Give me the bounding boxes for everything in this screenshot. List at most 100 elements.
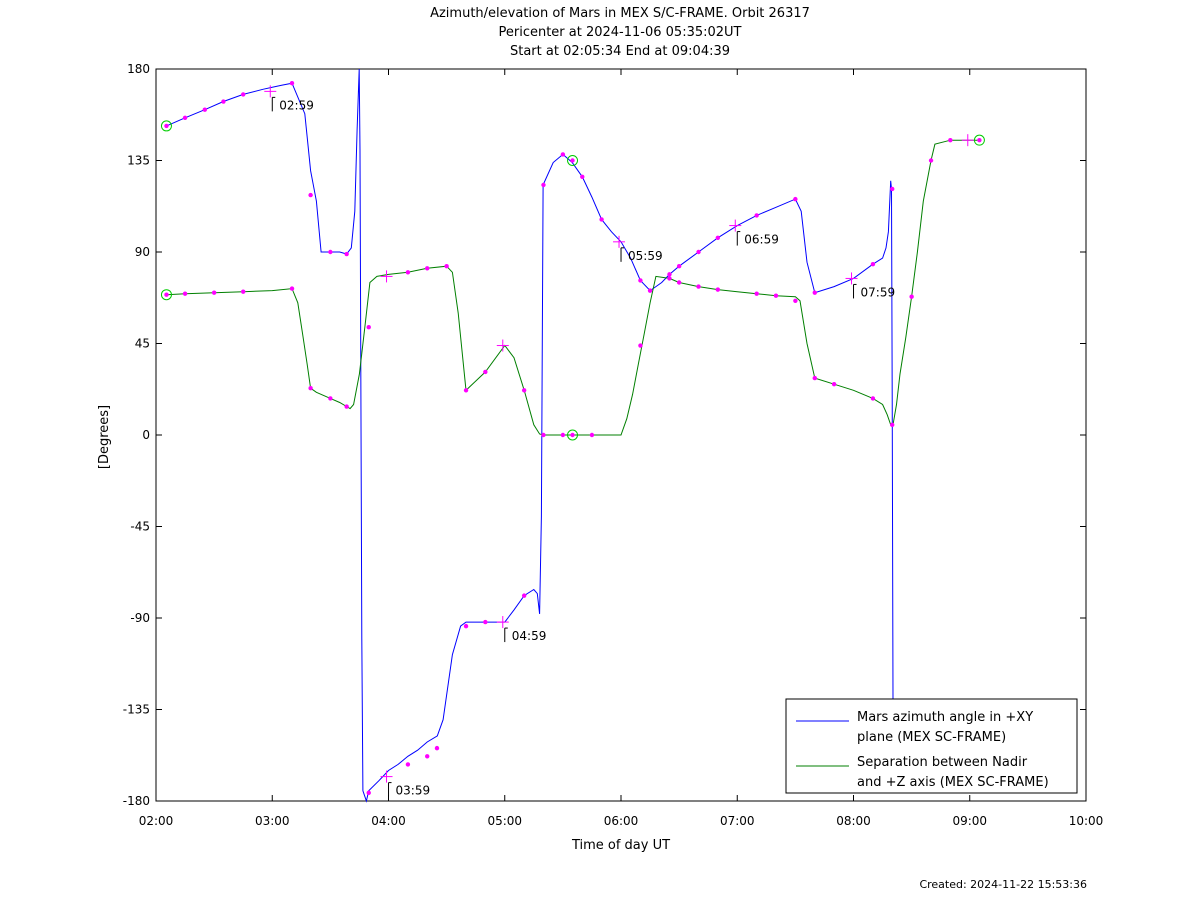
separation-marker-dot — [909, 294, 914, 299]
x-tick-label: 05:00 — [487, 814, 522, 828]
azimuth-marker-dot — [676, 264, 682, 269]
azimuth-marker-dot — [812, 290, 817, 295]
end-marker-circle — [973, 134, 985, 146]
y-tick-label: -45 — [130, 520, 150, 534]
end-marker-dot — [977, 137, 982, 143]
separation-marker-dot — [715, 287, 721, 292]
azimuth-marker-dot — [308, 192, 313, 198]
start-marker-circle — [160, 120, 172, 132]
separation-marker-dot — [366, 325, 371, 330]
azimuth-marker-dot — [344, 251, 349, 257]
separation-marker-dot — [589, 432, 595, 438]
separation-marker-dot — [560, 432, 566, 438]
azimuth-marker-dot — [580, 174, 585, 179]
separation-marker-dot — [676, 280, 682, 285]
y-tick-label: -90 — [130, 611, 150, 625]
hour-marker-label: 02:59 — [279, 98, 314, 112]
y-tick-label: -180 — [123, 794, 150, 808]
azimuth-marker-dot — [696, 249, 701, 255]
start-marker-circle — [160, 289, 172, 301]
x-tick-label: 08:00 — [836, 814, 871, 828]
x-tick-label: 06:00 — [604, 814, 639, 828]
azimuth-marker-dot — [870, 262, 876, 267]
legend: Mars azimuth angle in +XY plane (MEX SC-… — [785, 698, 1078, 794]
separation-marker-dot — [328, 396, 333, 401]
azimuth-marker-dot — [221, 99, 226, 104]
hour-marker-label: 06:59 — [744, 233, 779, 247]
y-tick-label: -135 — [123, 703, 150, 717]
y-axis-label: [Degrees] — [97, 405, 112, 469]
azimuth-marker-dot — [483, 619, 488, 625]
end-marker-circle — [567, 155, 579, 166]
y-tick-label: 135 — [127, 154, 150, 168]
start-marker-dot — [164, 292, 169, 297]
separation-marker-dot — [289, 286, 295, 291]
y-tick-label: 90 — [135, 245, 150, 259]
separation-marker-dot — [521, 388, 527, 393]
azimuth-marker-dot — [560, 152, 566, 157]
azimuth-marker-dot — [434, 745, 440, 751]
x-tick-label: 10:00 — [1069, 814, 1104, 828]
azimuth-marker-dot — [202, 107, 208, 112]
series-line-separation — [166, 139, 980, 436]
azimuth-marker-dot — [754, 213, 759, 218]
azimuth-marker-dot — [182, 115, 188, 121]
x-axis-label: Time of day UT — [571, 838, 670, 853]
separation-marker-dot — [405, 270, 411, 275]
separation-marker-dot — [890, 422, 895, 428]
chart-subtitle-pericenter: Pericenter at 2024-11-06 05:35:02UT — [498, 25, 742, 40]
hour-marker-cross — [613, 235, 626, 248]
separation-marker-dot — [425, 266, 430, 271]
legend-label-azimuth-2: plane (MEX SC-FRAME) — [857, 730, 1006, 745]
y-tick-label: 0 — [142, 428, 150, 442]
azimuth-marker-dot — [425, 754, 430, 759]
start-marker-dot — [164, 123, 169, 129]
separation-hour-cross — [961, 134, 974, 147]
separation-marker-dot — [812, 375, 817, 381]
azimuth-marker-dot — [521, 593, 527, 598]
hour-marker-label: 03:59 — [396, 784, 431, 798]
legend-label-separation-1: Separation between Nadir — [857, 755, 1028, 770]
hour-marker-cross — [845, 272, 858, 285]
azimuth-marker-dot — [240, 92, 246, 97]
chart-title: Azimuth/elevation of Mars in MEX S/C-FRA… — [430, 6, 810, 21]
end-marker-dot — [570, 432, 575, 438]
hour-marker-cross — [380, 770, 393, 783]
hour-marker-label: 05:59 — [628, 249, 663, 263]
legend-label-separation-2: and +Z axis (MEX SC-FRAME) — [857, 775, 1049, 790]
chart-subtitle-start-end: Start at 02:05:34 End at 09:04:39 — [509, 44, 731, 59]
azimuth-marker-dot — [366, 790, 371, 796]
azimuth-marker-dot — [667, 272, 672, 277]
azimuth-marker-dot — [405, 762, 411, 767]
separation-marker-dot — [211, 290, 217, 295]
hour-marker-label: 04:59 — [512, 629, 547, 643]
y-tick-label: 180 — [127, 62, 150, 76]
azimuth-marker-dot — [647, 288, 653, 293]
legend-label-azimuth-1: Mars azimuth angle in +XY — [857, 710, 1033, 725]
separation-hour-cross — [380, 270, 393, 283]
separation-marker-dot — [308, 386, 313, 391]
separation-marker-dot — [928, 158, 934, 163]
separation-marker-dot — [240, 289, 246, 294]
end-marker-circle — [567, 429, 579, 441]
separation-marker-dot — [638, 343, 643, 348]
y-tick-label: 45 — [135, 337, 150, 351]
separation-marker-dot — [667, 276, 672, 281]
x-tick-label: 02:00 — [139, 814, 174, 828]
azimuth-marker-dot — [328, 249, 333, 255]
separation-marker-dot — [444, 264, 449, 269]
separation-marker-dot — [541, 432, 546, 438]
separation-marker-dot — [870, 396, 876, 401]
end-marker-dot — [570, 158, 575, 163]
separation-hour-cross — [496, 339, 509, 352]
x-tick-label: 03:00 — [255, 814, 290, 828]
azimuth-marker-dot — [638, 278, 643, 283]
azimuth-marker-dot — [463, 623, 469, 629]
hour-marker-cross — [496, 616, 509, 629]
separation-marker-dot — [831, 381, 837, 387]
azimuth-marker-dot — [890, 186, 895, 192]
x-tick-label: 04:00 — [371, 814, 406, 828]
separation-marker-dot — [696, 284, 701, 289]
separation-marker-dot — [793, 298, 798, 303]
